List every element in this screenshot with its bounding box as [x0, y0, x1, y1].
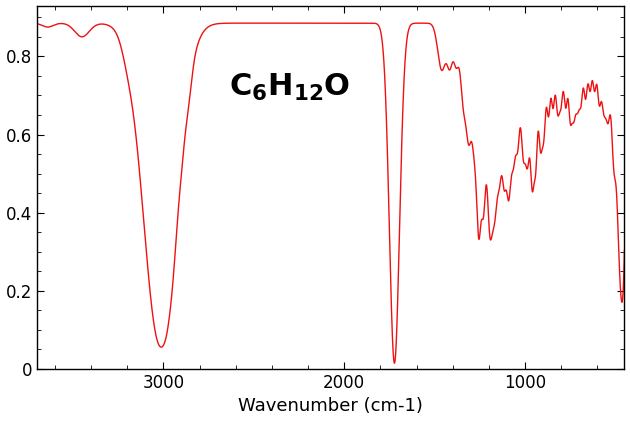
Text: $\mathbf{C_6H_{12}O}$: $\mathbf{C_6H_{12}O}$ [229, 72, 350, 103]
X-axis label: Wavenumber (cm-1): Wavenumber (cm-1) [238, 397, 423, 416]
